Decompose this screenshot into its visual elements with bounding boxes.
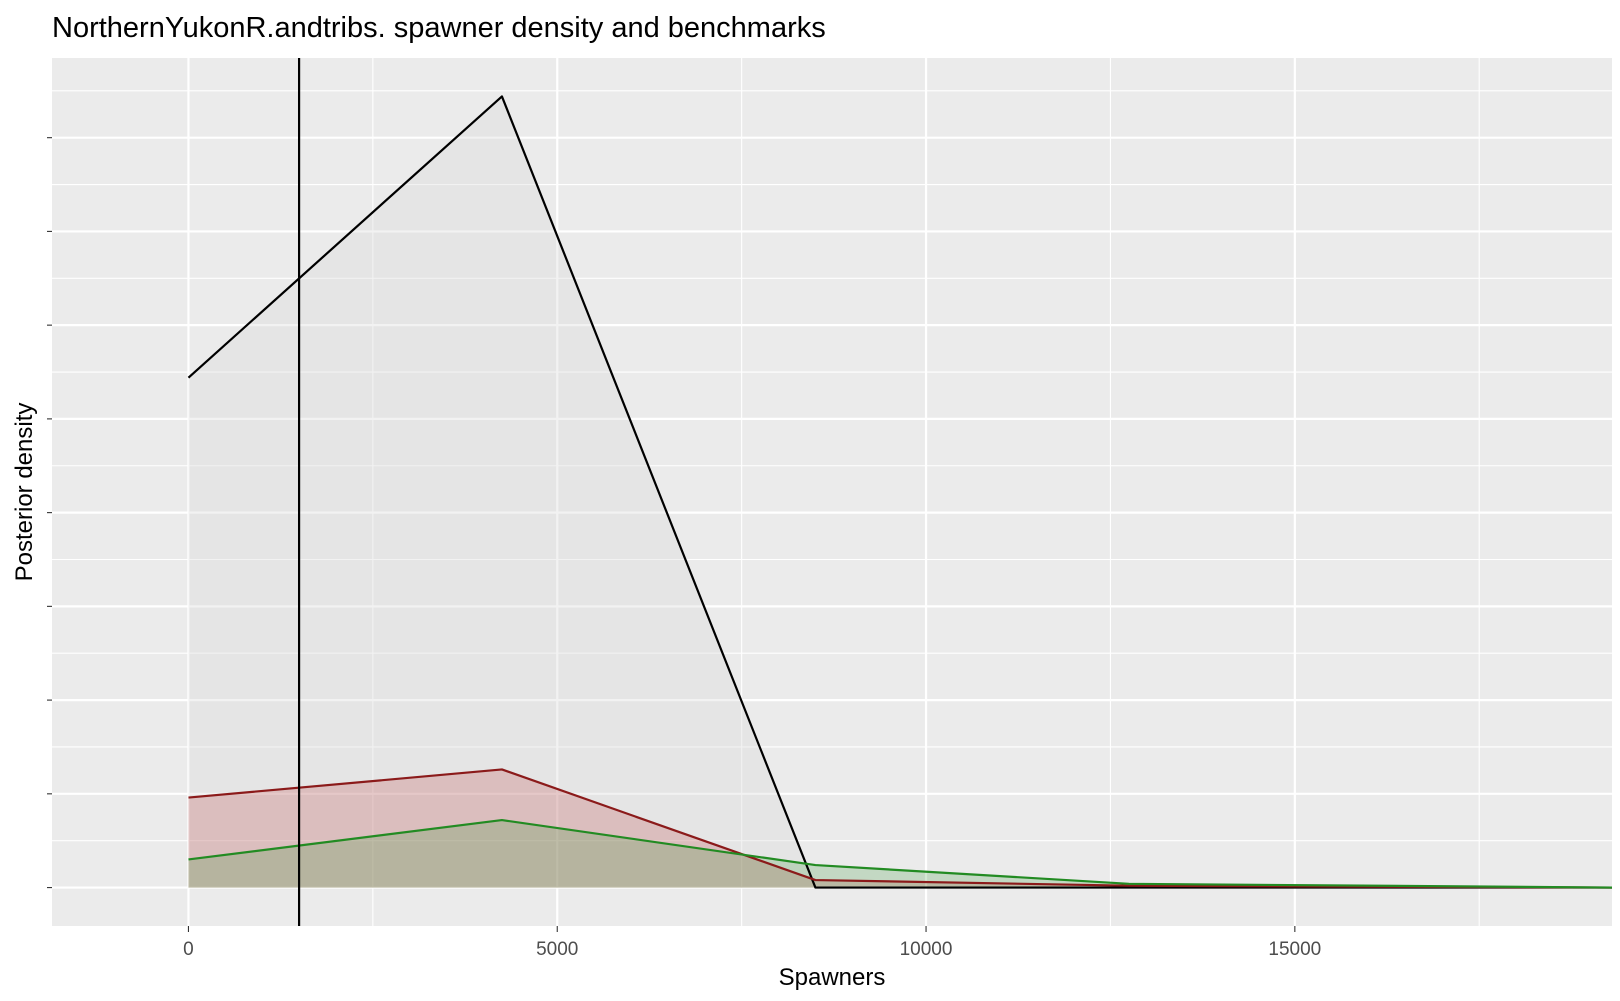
density-area-1 [188, 96, 1613, 888]
y-axis-title: Posterior density [11, 403, 38, 582]
density-line-3 [188, 818, 1613, 889]
x-axis-ticks: 0 5000 10000 15000 [47, 137, 1321, 960]
x-tick-label: 0 [183, 939, 194, 960]
chart-title: NorthernYukonR.andtribs. spawner density… [52, 12, 826, 44]
density-line-1 [187, 95, 1612, 889]
x-tick-label: 10000 [900, 939, 953, 960]
x-tick-label: 5000 [536, 939, 578, 960]
density-area-3 [188, 820, 1613, 888]
density-area-2 [188, 769, 1613, 888]
density-line-2 [188, 768, 1613, 889]
x-tick-label: 15000 [1268, 939, 1321, 960]
density-series [187, 95, 1613, 889]
plot-panel [52, 58, 1612, 926]
x-axis-title: Spawners [779, 964, 886, 991]
major-gridlines [52, 58, 1612, 926]
minor-gridlines [52, 58, 1612, 926]
